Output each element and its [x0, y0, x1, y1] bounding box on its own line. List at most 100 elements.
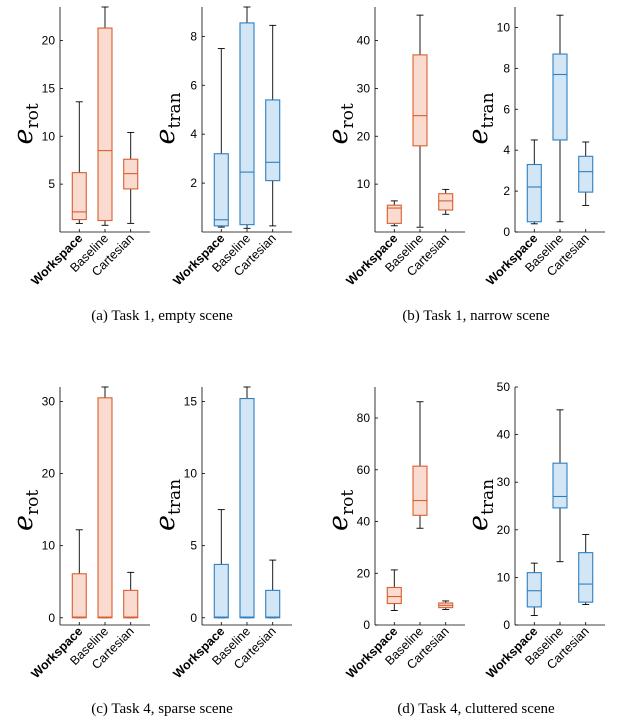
captions: (a) Task 1, empty scene (b) Task 1, narr…	[91, 308, 555, 717]
y-tick-label: 15	[184, 394, 198, 408]
y-tick-label: 20	[42, 467, 56, 481]
y-tick-label: 2	[190, 176, 197, 190]
y-tick-label: 40	[497, 428, 511, 442]
y-tick-label: 10	[42, 129, 56, 143]
y-tick-label: 30	[42, 394, 56, 408]
iqr-box	[578, 552, 594, 603]
y-tick-label: 20	[357, 566, 371, 580]
box-cartesian: Cartesian	[404, 188, 454, 279]
y-tick-label: 0	[190, 611, 197, 625]
y-tick-label: 5	[190, 539, 197, 553]
boxplot-panels: 5101520erotWorkspaceBaselineCartesian246…	[8, 6, 605, 681]
y-axis-label-base: e	[150, 515, 181, 531]
y-axis-label-subscript: tran	[478, 479, 498, 515]
y-axis-label-base: e	[463, 129, 494, 145]
box-cartesian: Cartesian	[544, 141, 594, 279]
iqr-box	[265, 589, 281, 619]
y-tick-label: 10	[42, 539, 56, 553]
y-axis-label-base: e	[8, 129, 39, 145]
iqr-box	[438, 193, 454, 211]
iqr-box	[123, 589, 139, 619]
boxplot-d-tran: 01020304050etranWorkspaceBaselineCartesi…	[463, 380, 605, 681]
caption-c: (c) Task 4, sparse scene	[91, 701, 233, 717]
y-tick-label: 60	[357, 463, 371, 477]
box-cartesian: Cartesian	[544, 534, 594, 672]
y-axis-label-subscript: rot	[23, 103, 43, 128]
y-axis-label: erot	[8, 103, 43, 144]
y-axis-label-base: e	[463, 515, 494, 531]
y-tick-label: 8	[503, 61, 510, 75]
iqr-box	[239, 22, 255, 226]
y-tick-label: 8	[190, 29, 197, 43]
y-tick-label: 0	[503, 618, 510, 632]
y-tick-label: 40	[357, 34, 371, 48]
box-workspace: Workspace	[344, 200, 402, 288]
caption-a: (a) Task 1, empty scene	[91, 308, 233, 324]
iqr-box	[213, 153, 229, 227]
caption-d: (d) Task 4, cluttered scene	[397, 701, 555, 717]
y-tick-label: 0	[48, 611, 55, 625]
y-tick-label: 20	[42, 34, 56, 48]
y-axis-label-subscript: rot	[338, 103, 358, 128]
y-tick-label: 80	[357, 411, 371, 425]
iqr-box	[71, 573, 87, 619]
y-axis-label-base: e	[323, 515, 354, 531]
box-workspace: Workspace	[171, 48, 229, 288]
y-tick-label: 2	[503, 184, 510, 198]
y-tick-label: 30	[497, 475, 511, 489]
iqr-box	[412, 465, 428, 516]
iqr-box	[578, 155, 594, 193]
iqr-box	[412, 54, 428, 147]
y-axis-label: erot	[323, 490, 358, 531]
y-tick-label: 15	[42, 81, 56, 95]
iqr-box	[97, 27, 113, 222]
iqr-box	[526, 572, 542, 608]
y-tick-label: 6	[503, 102, 510, 116]
y-tick-label: 50	[497, 380, 511, 394]
y-tick-label: 10	[497, 570, 511, 584]
iqr-box	[239, 397, 255, 619]
y-tick-label: 20	[357, 129, 371, 143]
y-axis-label: etran	[463, 92, 498, 144]
y-tick-label: 40	[357, 515, 371, 529]
box-cartesian: Cartesian	[231, 559, 281, 672]
iqr-box	[71, 172, 87, 221]
y-tick-label: 5	[48, 177, 55, 191]
y-tick-label: 0	[363, 618, 370, 632]
iqr-box	[526, 163, 542, 223]
iqr-box	[213, 563, 229, 619]
y-axis-label-subscript: tran	[165, 92, 185, 128]
y-tick-label: 10	[184, 467, 198, 481]
iqr-box	[386, 204, 402, 224]
y-axis-label-base: e	[323, 129, 354, 145]
y-axis-label-subscript: tran	[165, 479, 185, 515]
y-tick-label: 4	[503, 143, 510, 157]
y-axis-label: erot	[323, 103, 358, 144]
y-axis-label: etran	[150, 479, 185, 531]
box-cartesian: Cartesian	[89, 571, 139, 672]
iqr-box	[97, 397, 113, 619]
y-tick-label: 10	[497, 20, 511, 34]
iqr-box	[386, 586, 402, 605]
y-tick-label: 6	[190, 78, 197, 92]
y-axis-label: etran	[463, 479, 498, 531]
iqr-box	[552, 462, 568, 509]
y-axis-label-base: e	[8, 515, 39, 531]
y-axis-label: etran	[150, 92, 185, 144]
y-tick-label: 4	[190, 127, 197, 141]
box-cartesian: Cartesian	[89, 131, 139, 279]
y-tick-label: 10	[357, 177, 371, 191]
iqr-box	[552, 53, 568, 141]
y-tick-label: 0	[503, 225, 510, 239]
y-tick-label: 30	[357, 81, 371, 95]
y-axis-label-base: e	[150, 129, 181, 145]
y-axis-label-subscript: rot	[338, 490, 358, 515]
y-axis-label-subscript: rot	[23, 490, 43, 515]
y-axis-label-subscript: tran	[478, 92, 498, 128]
